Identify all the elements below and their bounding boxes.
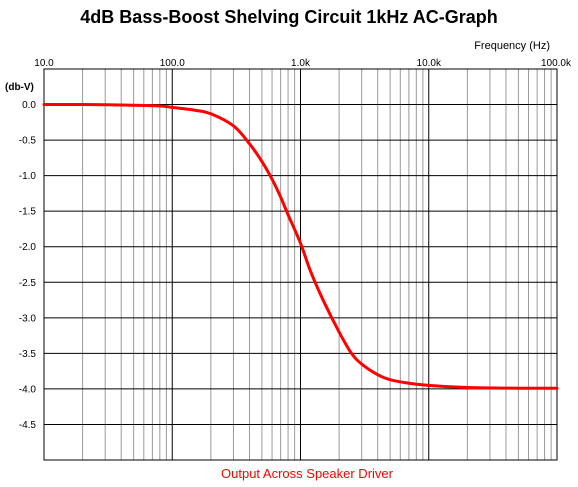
y-axis-label: (db-V) bbox=[5, 82, 34, 93]
y-tick-label: -2.0 bbox=[19, 242, 37, 253]
y-tick-label: -4.5 bbox=[19, 420, 37, 431]
y-tick-labels: 0.0 -0.5 -1.0 -1.5 -2.0 -2.5 -3.0 -3.5 -4.0 -4.5 bbox=[19, 100, 37, 431]
y-tick-label: -1.0 bbox=[19, 171, 37, 182]
minor-grid bbox=[82, 69, 552, 460]
x-tick-label: 10.0k bbox=[417, 58, 442, 69]
y-tick-label: -2.5 bbox=[19, 278, 37, 289]
x-tick-label: 10.0 bbox=[34, 58, 54, 69]
series-layer bbox=[42, 102, 559, 390]
y-tick-label: -3.5 bbox=[19, 349, 37, 360]
x-axis-label: Frequency (Hz) bbox=[474, 40, 550, 52]
major-grid bbox=[44, 69, 557, 460]
y-tick-label: -0.5 bbox=[19, 136, 37, 147]
series-line bbox=[42, 102, 559, 390]
x-tick-label: 100.0 bbox=[160, 58, 185, 69]
y-tick-label: 0.0 bbox=[22, 100, 36, 111]
plot-frame bbox=[43, 68, 558, 461]
x-tick-label: 1.0k bbox=[291, 58, 311, 69]
y-tick-label: -1.5 bbox=[19, 207, 37, 218]
x-tick-labels: 10.0 100.0 1.0k 10.0k 100.0k bbox=[34, 58, 572, 69]
y-tick-label: -3.0 bbox=[19, 313, 37, 324]
chart-caption: Output Across Speaker Driver bbox=[221, 466, 394, 481]
y-tick-label: -4.0 bbox=[19, 384, 37, 395]
x-tick-label: 100.0k bbox=[541, 58, 572, 69]
chart-title: 4dB Bass-Boost Shelving Circuit 1kHz AC-… bbox=[80, 7, 497, 27]
